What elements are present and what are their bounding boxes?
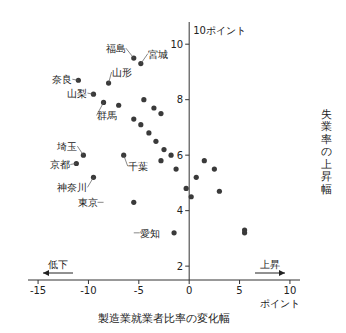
points (74, 55, 247, 235)
leader-line (70, 163, 76, 164)
y-axis-label-char: 率 (321, 133, 332, 146)
axes: -15 -10 -5 0 5 10 2 4 6 8 10 (28, 22, 300, 296)
y-tick (185, 155, 189, 156)
x-axis-line (28, 280, 300, 281)
arrow-head (43, 270, 49, 276)
point (184, 186, 189, 191)
y-axis-label-char: 上 (321, 158, 332, 171)
point-label: 福島 (106, 43, 126, 54)
point (242, 227, 247, 232)
point (146, 130, 151, 135)
y-axis-label-char: の (321, 145, 332, 158)
leader-line (87, 93, 93, 94)
point (212, 166, 217, 171)
y-tick-label: 4 (177, 205, 183, 216)
direction-arrow (255, 270, 285, 276)
point (168, 153, 173, 158)
background (0, 0, 346, 333)
point-label: 山梨 (67, 88, 87, 99)
leader-line (72, 79, 78, 80)
point-label: 山形 (112, 67, 132, 78)
point (158, 158, 163, 163)
low-label: 低下 (48, 259, 68, 270)
y-axis-line (189, 22, 190, 280)
y-axis-label-char: 幅 (321, 183, 332, 196)
point (151, 105, 156, 110)
y-tick-label: 2 (177, 261, 183, 272)
chart: -15 -10 -5 0 5 10 2 4 6 8 10 10ポイントポイント製造業就業者比率の変化幅… (0, 0, 346, 333)
point-label: 宮城 (148, 49, 168, 60)
point-label: 東京 (78, 197, 98, 208)
point (202, 158, 207, 163)
point (217, 189, 222, 194)
point (116, 103, 121, 108)
leader-line (126, 48, 134, 58)
x-tick-label: 10 (284, 285, 297, 296)
point (138, 122, 143, 127)
point (171, 230, 176, 235)
y-axis-label-char: 昇 (321, 170, 332, 183)
x-tick-label: 5 (236, 285, 242, 296)
y-axis-label-char: 失 (321, 108, 332, 121)
point-label: 埼玉 (56, 141, 77, 152)
x-tick-label: -15 (30, 285, 46, 296)
point (153, 139, 158, 144)
leader-line (141, 54, 148, 64)
point-label: 千葉 (128, 161, 148, 172)
x-tick-label: -5 (134, 285, 144, 296)
leader-line (98, 202, 104, 203)
point-label: 愛知 (140, 228, 160, 239)
point (131, 116, 136, 121)
point (131, 200, 136, 205)
x-tick (138, 280, 139, 284)
point (158, 111, 163, 116)
y-tick (185, 210, 189, 211)
point-label: 奈良 (52, 74, 72, 85)
x-tick (38, 280, 39, 284)
y-tick (185, 99, 189, 100)
arrow-head (279, 270, 285, 276)
y-axis-label-char: 業 (321, 120, 332, 133)
point (138, 61, 143, 66)
point (161, 147, 166, 152)
point (91, 175, 96, 180)
x-tick (88, 280, 89, 284)
y-tick-label: 6 (177, 150, 183, 161)
y-tick-label: 10 (170, 39, 183, 50)
point-label: 群馬 (97, 110, 117, 121)
x-tick (289, 280, 290, 284)
x-unit: ポイント (260, 298, 300, 309)
y-unit: 10ポイント (193, 25, 246, 36)
point (189, 194, 194, 199)
x-tick (189, 280, 190, 284)
x-tick-label: -10 (80, 285, 96, 296)
point-label: 神奈川 (57, 182, 87, 193)
leader-line (87, 177, 93, 187)
point (141, 97, 146, 102)
leader-line (77, 146, 83, 155)
y-axis-label: 失業率の上昇幅 (321, 108, 332, 196)
y-tick-label: 8 (177, 94, 183, 105)
point (194, 175, 199, 180)
point-labels: 福島宮城山形奈良山梨群馬埼玉京都神奈川 千葉東京愛知 (50, 43, 167, 239)
point-label: 京都 (50, 159, 70, 170)
high-label: 上昇 (260, 259, 280, 270)
y-tick (185, 266, 189, 267)
x-tick-label: 0 (186, 285, 192, 296)
direction-arrow (43, 270, 73, 276)
point (173, 166, 178, 171)
x-axis-label: 製造業就業者比率の変化幅 (98, 312, 230, 325)
x-tick (239, 280, 240, 284)
y-tick (185, 44, 189, 45)
